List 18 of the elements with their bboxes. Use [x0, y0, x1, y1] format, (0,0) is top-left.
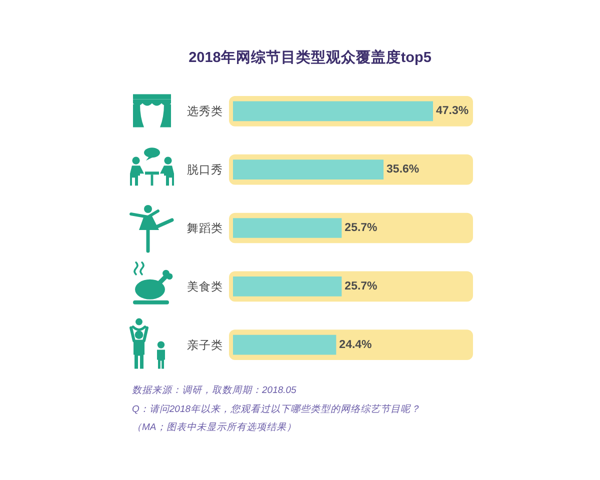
y-tick-label: 美食类	[187, 279, 223, 294]
text: Q：请问2018年以来，您观看过以下哪些类型的网络综艺节目呢？	[132, 404, 421, 415]
data-label: 25.7%	[344, 222, 378, 234]
bar	[233, 160, 384, 180]
data-label: 24.4%	[339, 338, 372, 351]
bar	[233, 218, 342, 238]
chart-title: 2018年网综节目类型观众覆盖度top5	[188, 48, 432, 66]
y-tick-label: 舞蹈类	[187, 222, 223, 236]
source-note: 数据来源：调研，取数周期：2018.05	[132, 385, 298, 396]
bar	[233, 276, 342, 296]
text: （MA；图表中未显示所有选项结果）	[132, 422, 296, 433]
bar	[233, 334, 336, 355]
y-tick-label: 选秀类	[187, 105, 223, 118]
y-tick-label: 脱口秀	[187, 164, 223, 177]
data-label: 25.7%	[344, 280, 378, 292]
y-tick-label: 亲子类	[187, 338, 223, 352]
data-label: 47.3%	[436, 105, 469, 118]
data-label: 35.6%	[386, 164, 420, 176]
